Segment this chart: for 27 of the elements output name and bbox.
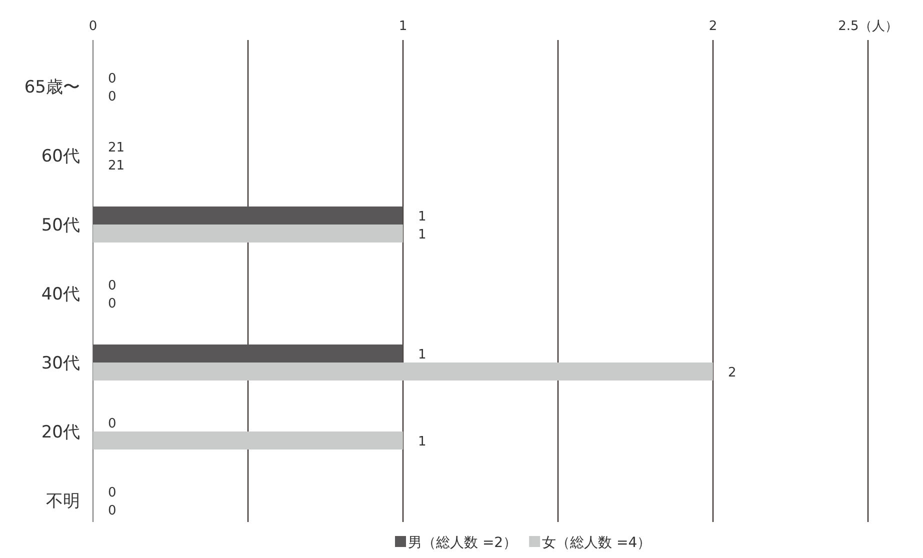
data-label: 1 — [418, 228, 426, 242]
y-tick-label: 50代 — [41, 216, 80, 236]
data-label: 0 — [108, 486, 116, 500]
data-label: 0 — [108, 72, 116, 86]
data-label: 0 — [108, 296, 116, 312]
text: 21 — [108, 158, 125, 174]
y-tick-label: 不明 — [46, 492, 80, 512]
data-label: 0 — [108, 90, 116, 104]
x-tick-label: 2 — [708, 19, 718, 34]
data-label: 0 — [108, 278, 116, 294]
x-tick-label: 1 — [398, 19, 408, 34]
data-label: 0 — [108, 504, 116, 518]
y-tick-label: 20代 — [41, 422, 80, 442]
data-label: 1 — [418, 210, 426, 224]
data-label: 1 — [418, 434, 426, 450]
y-tick-label: 40代 — [41, 284, 80, 304]
legend-label: 男（総人数 =2） — [408, 535, 518, 551]
text: 21 — [108, 140, 125, 156]
y-tick-label: 60代 — [41, 146, 80, 166]
x-tick-label: 2.5（人） — [838, 19, 898, 34]
x-tick-label: 0 — [88, 19, 98, 34]
data-label: 1 — [418, 348, 426, 362]
data-label: 2 — [728, 366, 736, 380]
y-tick-label: 65歳〜 — [24, 78, 80, 98]
legend-label: 女（総人数 =4） — [542, 535, 652, 551]
y-tick-label: 30代 — [41, 354, 80, 374]
data-label: 0 — [108, 416, 116, 432]
